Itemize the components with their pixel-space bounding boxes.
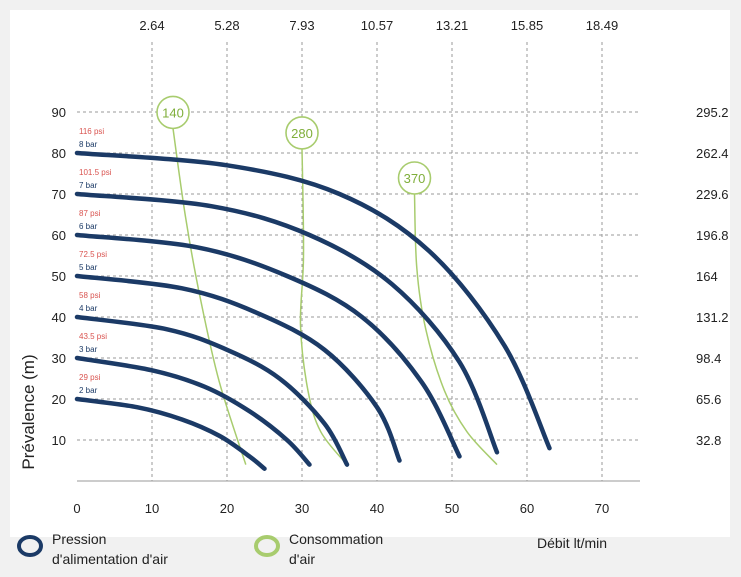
air-consumption-marker-370	[397, 161, 432, 195]
psi-label: 43.5 psi	[79, 332, 107, 341]
right-tick-label: 262.4	[696, 146, 729, 161]
x-tick-label: 70	[595, 501, 609, 516]
bar-label: 8 bar	[79, 140, 98, 149]
x-axis-label: Débit lt/min	[537, 535, 607, 551]
bar-label: 3 bar	[79, 345, 98, 354]
right-tick-label: 229.6	[696, 187, 729, 202]
air-consumption-label-280: 280	[291, 126, 313, 141]
y-tick-label: 80	[52, 146, 66, 161]
psi-label: 29 psi	[79, 373, 101, 382]
air-consumption-curve-370	[413, 193, 498, 466]
y-tick-label: 30	[52, 351, 66, 366]
psi-label: 58 psi	[79, 291, 101, 300]
x-tick-label: 60	[520, 501, 534, 516]
pressure-curve-7-bar	[74, 191, 500, 455]
top-tick-label: 15.85	[511, 18, 544, 33]
x-tick-label: 50	[445, 501, 459, 516]
right-tick-label: 295.2	[696, 105, 729, 120]
right-tick-label: 131.2	[696, 310, 729, 325]
x-tick-label: 0	[73, 501, 80, 516]
top-tick-label: 7.93	[289, 18, 314, 33]
legend-air-label-1: Consommation	[289, 531, 383, 547]
right-tick-label: 65.6	[696, 392, 721, 407]
pressure-curve-3-bar	[74, 355, 312, 467]
legend-air-label-2: d'air	[289, 551, 315, 567]
bar-label: 6 bar	[79, 222, 98, 231]
legend: Pression d'alimentation d'air Consommati…	[17, 531, 607, 567]
top-tick-label: 5.28	[214, 18, 239, 33]
bar-label: 7 bar	[79, 181, 98, 190]
pressure-curve-8-bar	[74, 150, 552, 451]
x-tick-label: 30	[295, 501, 309, 516]
y-tick-label: 50	[52, 269, 66, 284]
psi-label: 72.5 psi	[79, 250, 107, 259]
top-tick-label: 18.49	[586, 18, 619, 33]
air-consumption-marker-280	[285, 116, 319, 150]
x-tick-label: 20	[220, 501, 234, 516]
x-tick-label: 10	[145, 501, 159, 516]
pressure-curve-2-bar	[74, 396, 267, 471]
x-tick-label: 40	[370, 501, 384, 516]
top-tick-label: 13.21	[436, 18, 469, 33]
pressure-curve-5-bar	[74, 273, 402, 463]
y-tick-label: 10	[52, 433, 66, 448]
pressure-series	[74, 150, 552, 471]
legend-air-marker	[254, 535, 280, 557]
psi-label: 87 psi	[79, 209, 101, 218]
bar-label: 5 bar	[79, 263, 98, 272]
air-consumption-label-140: 140	[162, 105, 184, 120]
pressure-curve-6-bar	[74, 232, 462, 459]
y-axis-label: Prévalence (m)	[19, 354, 38, 469]
air-consumption-curve-140	[172, 128, 247, 465]
legend-pressure-label-2: d'alimentation d'air	[52, 551, 168, 567]
y-tick-label: 60	[52, 228, 66, 243]
psi-label: 101.5 psi	[79, 168, 112, 177]
right-tick-label: 196.8	[696, 228, 729, 243]
right-tick-label: 32.8	[696, 433, 721, 448]
air-consumption-label-370: 370	[404, 171, 426, 186]
bar-label: 4 bar	[79, 304, 98, 313]
y-tick-label: 70	[52, 187, 66, 202]
psi-label: 116 psi	[79, 127, 104, 136]
y-tick-label: 90	[52, 105, 66, 120]
y-tick-label: 40	[52, 310, 66, 325]
axes: 10 20 30 40 50 60 70 80 90 0 10 20 30 40 50 60 70 2.64 5.2…	[52, 18, 729, 516]
air-consumption-series: 140 280 370	[156, 95, 498, 466]
right-tick-label: 164	[696, 269, 718, 284]
air-consumption-curve-280	[299, 148, 348, 466]
top-tick-label: 10.57	[361, 18, 394, 33]
top-tick-label: 2.64	[139, 18, 164, 33]
legend-pressure-marker	[17, 535, 43, 557]
y-tick-label: 20	[52, 392, 66, 407]
curve-labels: 29 psi 2 bar 43.5 psi 3 bar 58 psi 4 bar 72.5 …	[79, 127, 112, 395]
right-tick-label: 98.4	[696, 351, 721, 366]
air-consumption-marker-140	[156, 95, 190, 130]
bar-label: 2 bar	[79, 386, 98, 395]
pressure-curve-4-bar	[74, 314, 350, 467]
legend-pressure-label-1: Pression	[52, 531, 106, 547]
